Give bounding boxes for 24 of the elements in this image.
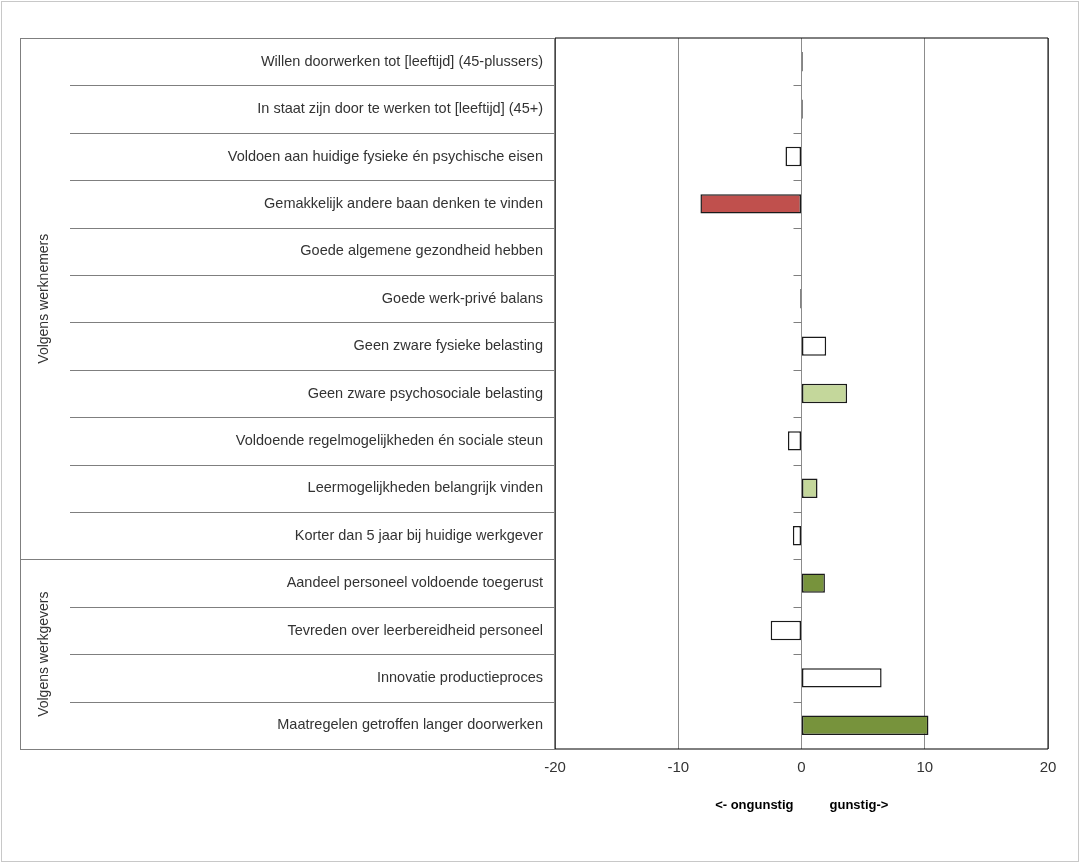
text: Volgens werkgevers <box>34 591 51 717</box>
y-tick-label: Aandeel personeel voldoende toegerust <box>286 574 543 591</box>
y-tick-label: Maatregelen getroffen langer doorwerken <box>277 716 543 733</box>
y-tick-label: Voldoende regelmogelijkheden én sociale steun <box>235 431 543 448</box>
y-tick-label: Gemakkelijk andere baan denken te vinden <box>264 194 543 211</box>
x-tick-label: 20 <box>1039 758 1057 776</box>
x-tick-label: 0 <box>797 758 806 776</box>
y-tick-label: Willen doorwerken tot [leeftijd] (45-plussers) <box>260 52 543 69</box>
y-tick-label: Leermogelijkheden belangrijk vinden <box>307 479 543 496</box>
y-tick-label: In staat zijn door te werken tot [leeftijd] (45+) <box>257 100 543 117</box>
y-tick-label: Geen zware psychosociale belasting <box>307 384 543 401</box>
x-tick-label: 10 <box>916 758 934 776</box>
y-tick-label: Tevreden over leerbereidheid personeel <box>287 621 543 638</box>
y-tick-label: Voldoen aan huidige fysieke én psychische eisen <box>227 147 543 164</box>
y-tick-label: Geen zware fysieke belasting <box>353 337 543 354</box>
x-tick-label: -20 <box>544 758 566 776</box>
x-tick-label: -10 <box>667 758 690 776</box>
text: gunstig-> <box>829 796 889 812</box>
y-tick-label: Goede algemene gezondheid hebben <box>300 242 543 259</box>
text: <- ongunstig <box>715 796 794 812</box>
y-tick-label: Goede werk-privé balans <box>381 289 543 306</box>
text: Volgens werknemers <box>34 233 51 364</box>
y-tick-label: Korter dan 5 jaar bij huidige werkgever <box>294 526 544 543</box>
y-tick-label: Innovatie productieproces <box>376 668 543 685</box>
